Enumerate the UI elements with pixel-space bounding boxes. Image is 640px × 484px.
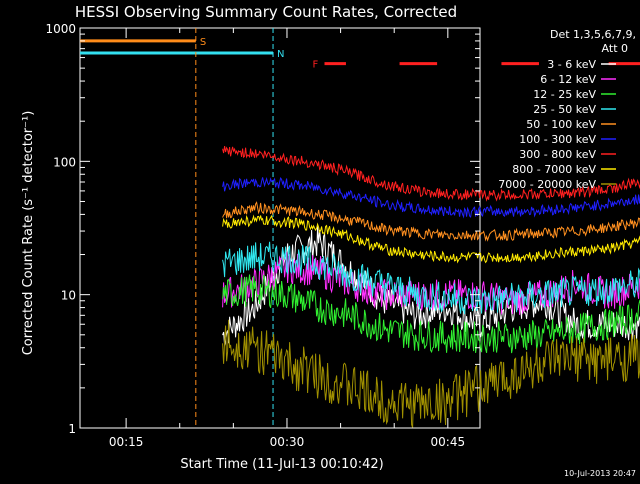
legend-label-7: 800 - 7000 keV bbox=[512, 163, 596, 176]
series-line-5 bbox=[222, 176, 640, 219]
plot-frame bbox=[79, 27, 481, 429]
legend-label-0: 3 - 6 keV bbox=[547, 58, 596, 71]
y-tick-label-1: 10 bbox=[61, 289, 76, 303]
series-line-8 bbox=[222, 319, 640, 428]
series-line-7 bbox=[222, 214, 640, 264]
legend-label-3: 25 - 50 keV bbox=[533, 103, 596, 116]
y-axis: 1 10 100 1000 bbox=[45, 22, 480, 436]
legend-header-line2: Att 0 bbox=[602, 42, 628, 55]
legend-label-6: 300 - 800 keV bbox=[519, 148, 596, 161]
legend-label-4: 50 - 100 keV bbox=[526, 118, 596, 131]
night-flag-label: N bbox=[277, 49, 284, 60]
series-8 bbox=[222, 319, 640, 428]
generation-timestamp: 10-Jul-2013 20:47 bbox=[564, 469, 636, 478]
series-3 bbox=[222, 241, 640, 315]
series-line-4 bbox=[222, 201, 640, 242]
series-line-0 bbox=[222, 226, 640, 346]
y-tick-label-0: 1 bbox=[68, 422, 76, 436]
series-line-3 bbox=[222, 241, 640, 315]
series-line-2 bbox=[222, 274, 640, 354]
series-4 bbox=[222, 201, 640, 242]
series-5 bbox=[222, 176, 640, 219]
legend-header-line1: Det 1,3,5,6,7,9, bbox=[550, 28, 636, 41]
saa-flag-label: S bbox=[200, 37, 206, 48]
series-0 bbox=[222, 226, 640, 346]
y-tick-label-3: 1000 bbox=[45, 22, 76, 36]
series-2 bbox=[222, 274, 640, 354]
y-axis-label: Corrected Count Rate (s⁻¹ detector⁻¹) bbox=[21, 111, 36, 356]
legend-label-1: 6 - 12 keV bbox=[540, 73, 596, 86]
x-axis-label: Start Time (11-Jul-13 00:10:42) bbox=[180, 457, 383, 472]
x-tick-label-2: 00:45 bbox=[431, 435, 466, 449]
x-tick-label-0: 00:15 bbox=[109, 435, 144, 449]
interval-lines bbox=[195, 28, 274, 428]
series-layer bbox=[222, 146, 640, 428]
x-tick-label-1: 00:30 bbox=[270, 435, 305, 449]
series-7 bbox=[222, 214, 640, 264]
flare-flag-label: F bbox=[313, 60, 319, 71]
legend: Det 1,3,5,6,7,9, Att 0 3 - 6 keV 6 - 12 k… bbox=[498, 28, 636, 191]
x-axis: 00:15 00:30 00:45 bbox=[109, 28, 465, 449]
series-6 bbox=[222, 146, 640, 202]
y-tick-label-2: 100 bbox=[53, 155, 76, 169]
legend-label-8: 7000 - 20000 keV bbox=[498, 178, 596, 191]
series-line-6 bbox=[222, 146, 640, 202]
legend-label-2: 12 - 25 keV bbox=[533, 88, 596, 101]
chart-title: HESSI Observing Summary Count Rates, Cor… bbox=[75, 3, 457, 21]
flag-layer: S N F bbox=[80, 37, 640, 71]
legend-label-5: 100 - 300 keV bbox=[519, 133, 596, 146]
